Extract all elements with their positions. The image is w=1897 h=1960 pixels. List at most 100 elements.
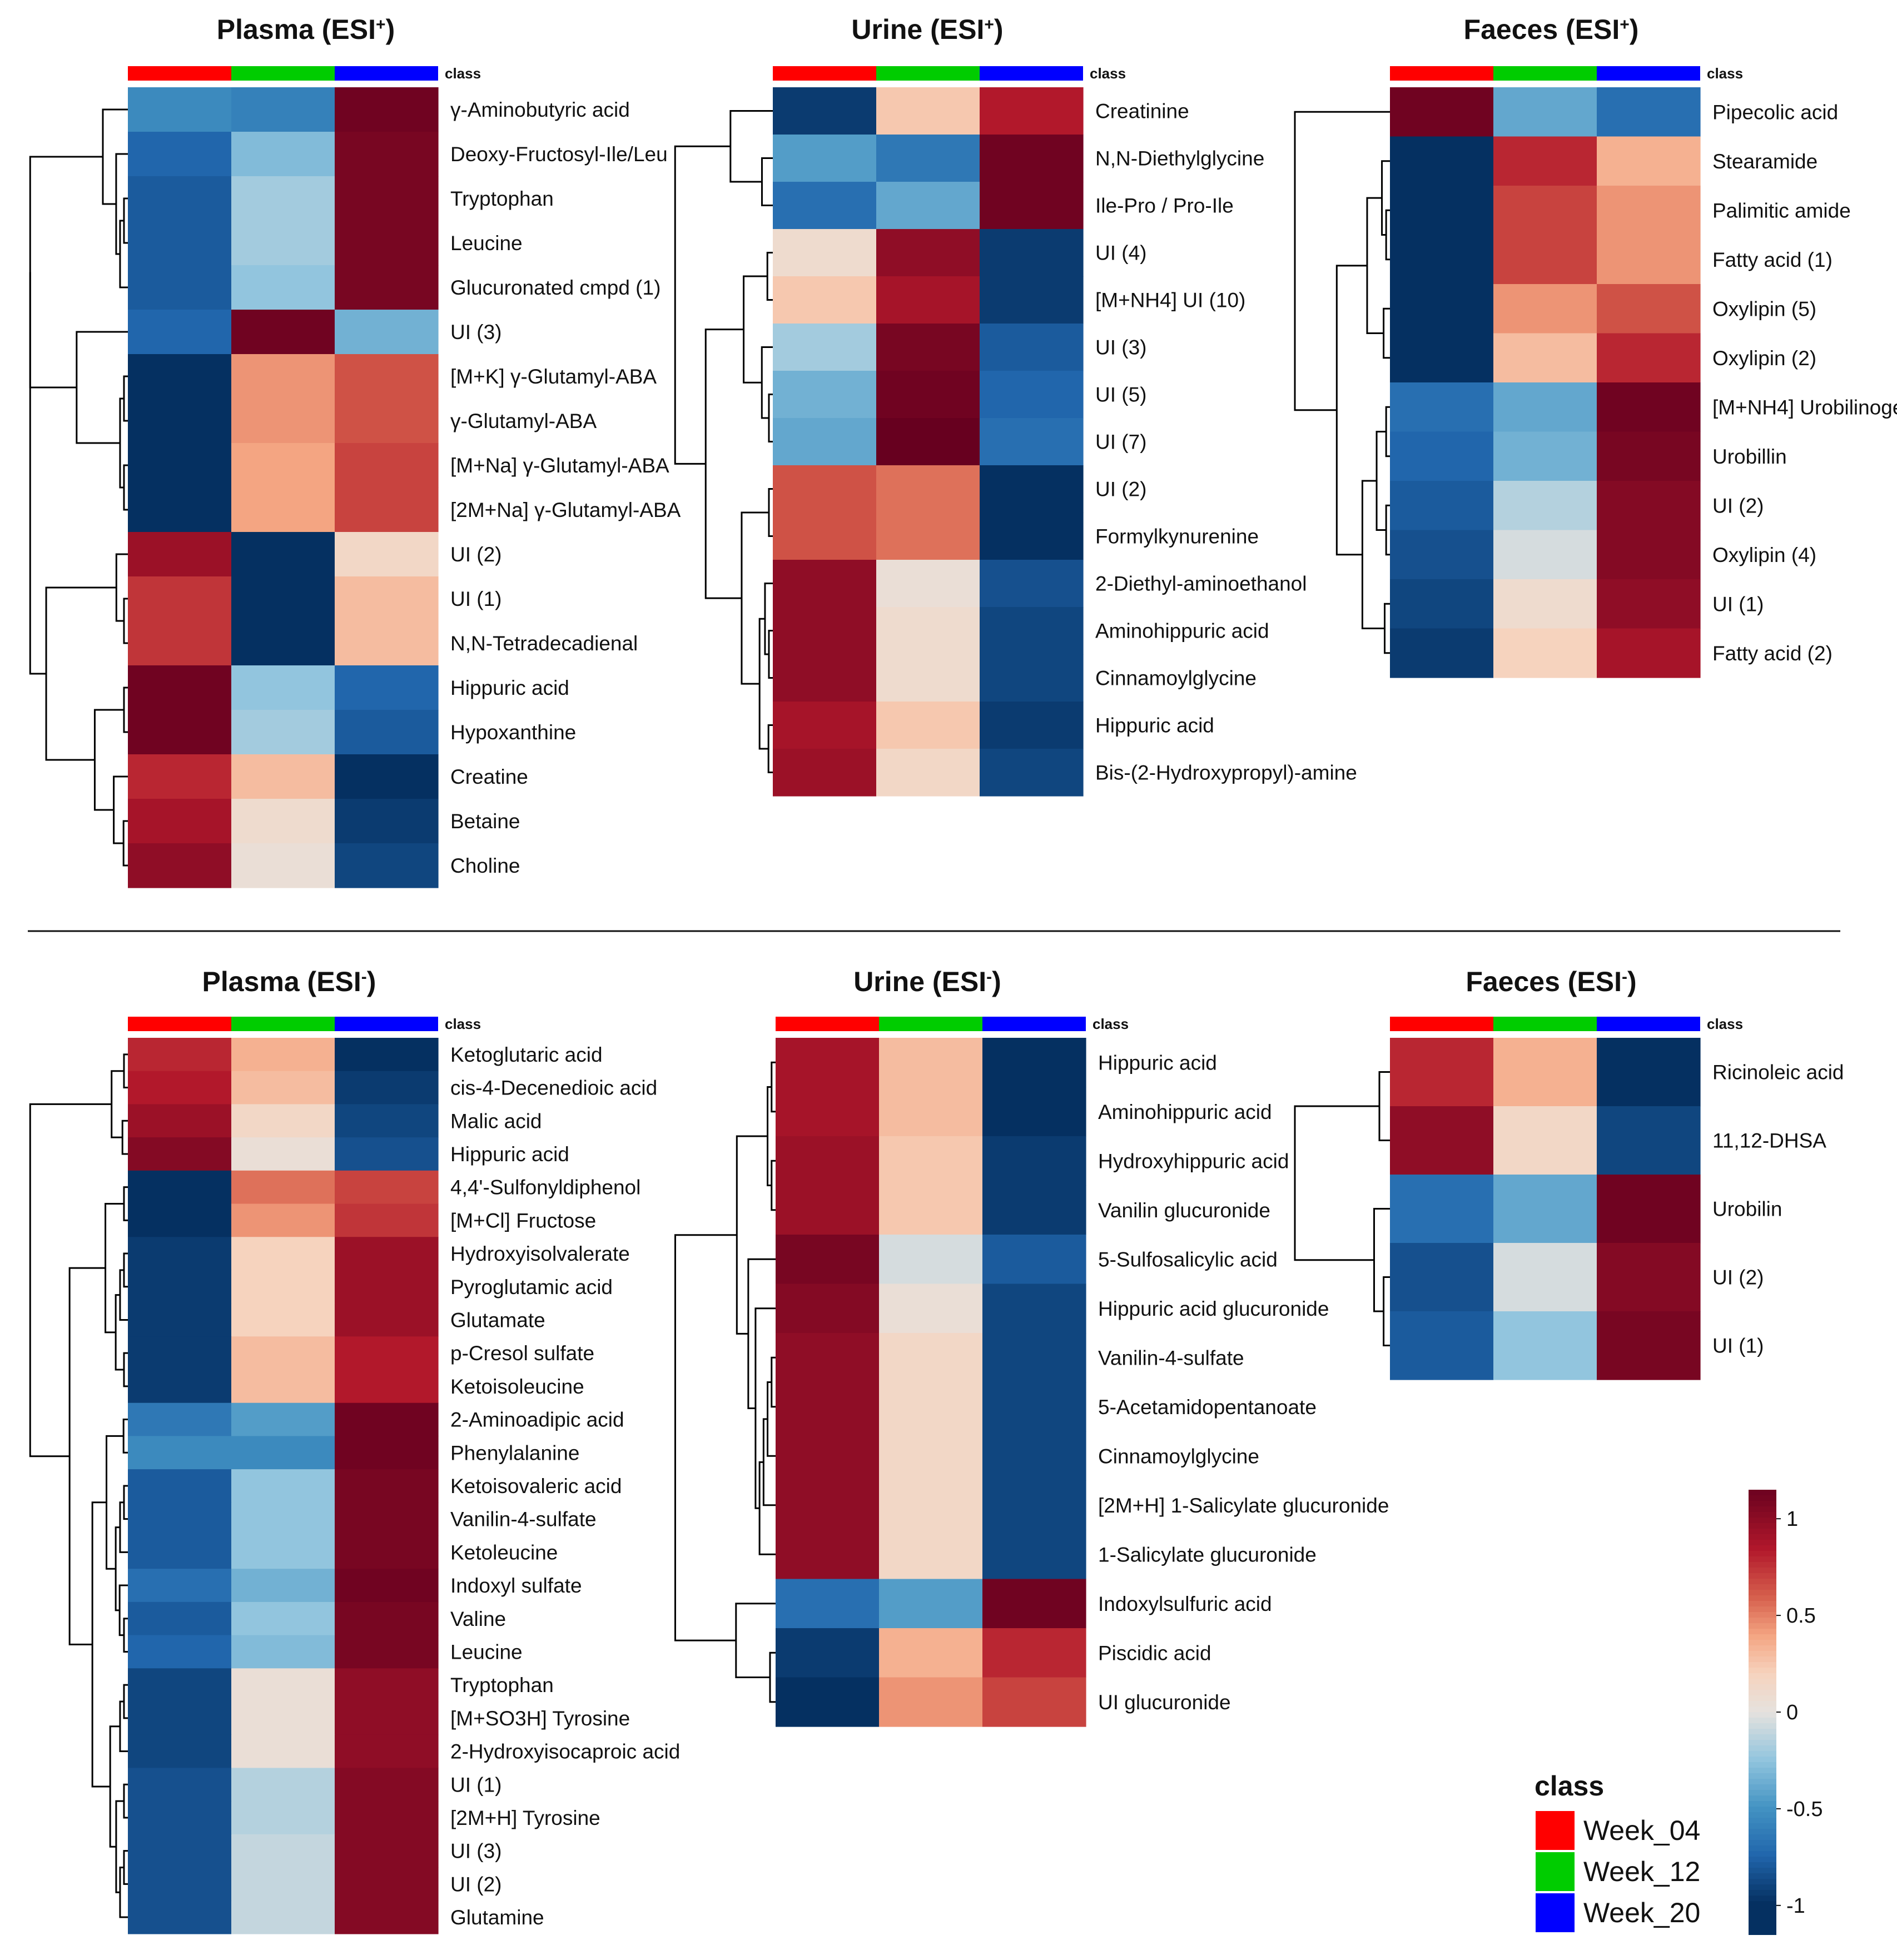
heatmap-cell (335, 1402, 439, 1436)
color-scale-step (1749, 1523, 1776, 1529)
heatmap-cell (876, 560, 980, 608)
heatmap-cell (128, 176, 232, 221)
dendrogram-branch (115, 153, 128, 255)
dendrogram-branch (1383, 307, 1390, 359)
color-scale-tick-label: 0.5 (1786, 1604, 1816, 1628)
heatmap-cell (1390, 579, 1494, 629)
heatmap-cell (980, 465, 1084, 513)
heatmap-cell (231, 354, 335, 399)
heatmap-cell (879, 1382, 983, 1432)
color-scale-step (1749, 1807, 1776, 1813)
heatmap-cell (776, 1530, 880, 1580)
heatmap-cell (128, 265, 232, 310)
row-label: Choline (450, 854, 520, 877)
heatmap-cell (1597, 1311, 1701, 1380)
heatmap-cell (231, 754, 335, 799)
row-label: Vanilin-4-sulfate (450, 1508, 597, 1531)
heatmap-cell (335, 1370, 439, 1404)
heatmap-cell (1597, 628, 1701, 678)
heatmap-cell (231, 1535, 335, 1569)
heatmap-cell (1493, 1175, 1597, 1243)
row-label: Oxylipin (2) (1712, 347, 1816, 370)
dendrogram-branch (1385, 209, 1390, 261)
color-scale-tick-label: -0.5 (1786, 1798, 1822, 1821)
row-label: Betaine (450, 810, 520, 833)
heatmap-cell (1390, 284, 1494, 334)
color-scale-step (1749, 1634, 1776, 1640)
row-label: UI (7) (1095, 431, 1147, 454)
row-label: UI (2) (1712, 494, 1764, 517)
color-scale-step (1749, 1662, 1776, 1668)
heatmap-cell (982, 1480, 1086, 1530)
heatmap-cell (335, 1768, 439, 1802)
row-label: 4,4'-Sulfonyldiphenol (450, 1176, 640, 1199)
class-bar-label: class (445, 1016, 481, 1032)
dendrogram-branch (123, 1618, 128, 1653)
heatmap-cell (1493, 333, 1597, 383)
heatmap-cell (1390, 136, 1494, 186)
panel-title: Faeces (ESI+) (1464, 14, 1639, 45)
color-scale-step (1749, 1740, 1776, 1746)
panel-title-ion: + (376, 16, 386, 34)
color-scale-step (1749, 1612, 1776, 1618)
color-scale-step (1749, 1701, 1776, 1707)
heatmap-cell (231, 1901, 335, 1934)
row-label: 2-Diethyl-aminoethanol (1095, 573, 1307, 595)
row-label: Glutamate (450, 1309, 545, 1331)
color-scale-step (1749, 1645, 1776, 1651)
heatmap-cell (335, 1901, 439, 1934)
dendrogram-branch (754, 1307, 776, 1509)
color-scale-step (1749, 1890, 1776, 1896)
dendrogram-branch (768, 394, 773, 442)
heatmap-cell (231, 843, 335, 888)
dendrogram-branch (113, 775, 128, 844)
dendrogram-branch (1378, 1071, 1390, 1141)
dendrogram-branch (123, 1850, 128, 1885)
class-bar-week-20 (335, 66, 438, 81)
heatmap-cell (231, 1635, 335, 1669)
class-bar-week-20 (1597, 66, 1700, 81)
heatmap-cell (128, 1834, 232, 1868)
heatmap-cell (876, 182, 980, 230)
panel-title-ion: - (986, 968, 992, 986)
row-label: [M+Na] γ-Glutamyl-ABA (450, 454, 669, 477)
row-label: Palimitic amide (1712, 199, 1851, 222)
heatmap-cell (335, 1502, 439, 1536)
color-scale-step (1749, 1707, 1776, 1713)
color-scale-step (1749, 1490, 1776, 1496)
heatmap-cell (879, 1235, 983, 1285)
heatmap-cell (776, 1333, 880, 1383)
heatmap-cell (335, 176, 439, 221)
heatmap-cell (231, 487, 335, 533)
row-label: γ-Aminobutyric acid (450, 98, 630, 121)
heatmap-cell (128, 487, 232, 533)
heatmap-panel-5: Urine (ESI-) class Hippuric acid Aminohippu… (674, 966, 1389, 1727)
row-label: Ketoisovaleric acid (450, 1475, 622, 1498)
heatmap-cell (1597, 186, 1701, 236)
heatmap-cell (128, 1336, 232, 1370)
heatmap-cell (335, 354, 439, 399)
panel-title: Urine (ESI-) (853, 966, 1001, 997)
dendrogram-branch (118, 1584, 128, 1636)
row-label: Indoxyl sulfate (450, 1574, 582, 1597)
color-scale-step (1749, 1679, 1776, 1685)
color-scale-step (1749, 1718, 1776, 1724)
heatmap-cell (879, 1677, 983, 1727)
color-scale-step (1749, 1812, 1776, 1818)
heatmap-cell (231, 1569, 335, 1603)
heatmap-cell (1390, 481, 1494, 531)
color-scale-step (1749, 1501, 1776, 1507)
heatmap-cell (231, 1170, 335, 1205)
heatmap-cell (1597, 235, 1701, 285)
heatmap-cell (128, 354, 232, 399)
panel-title: Plasma (ESI+) (217, 14, 395, 45)
row-label: Leucine (450, 1640, 523, 1663)
heatmap-panel-6: Faeces (ESI-) class Ricinoleic acid 11,12-D… (1294, 966, 1844, 1380)
heatmap-cell (776, 1136, 880, 1186)
heatmap-cell (1493, 1311, 1597, 1380)
dendrogram-branch (771, 1160, 776, 1211)
heatmap-cell (1493, 579, 1597, 629)
heatmap-cell (776, 1628, 880, 1678)
heatmap-cell (879, 1087, 983, 1137)
row-label: Vanilin glucuronide (1098, 1199, 1270, 1222)
